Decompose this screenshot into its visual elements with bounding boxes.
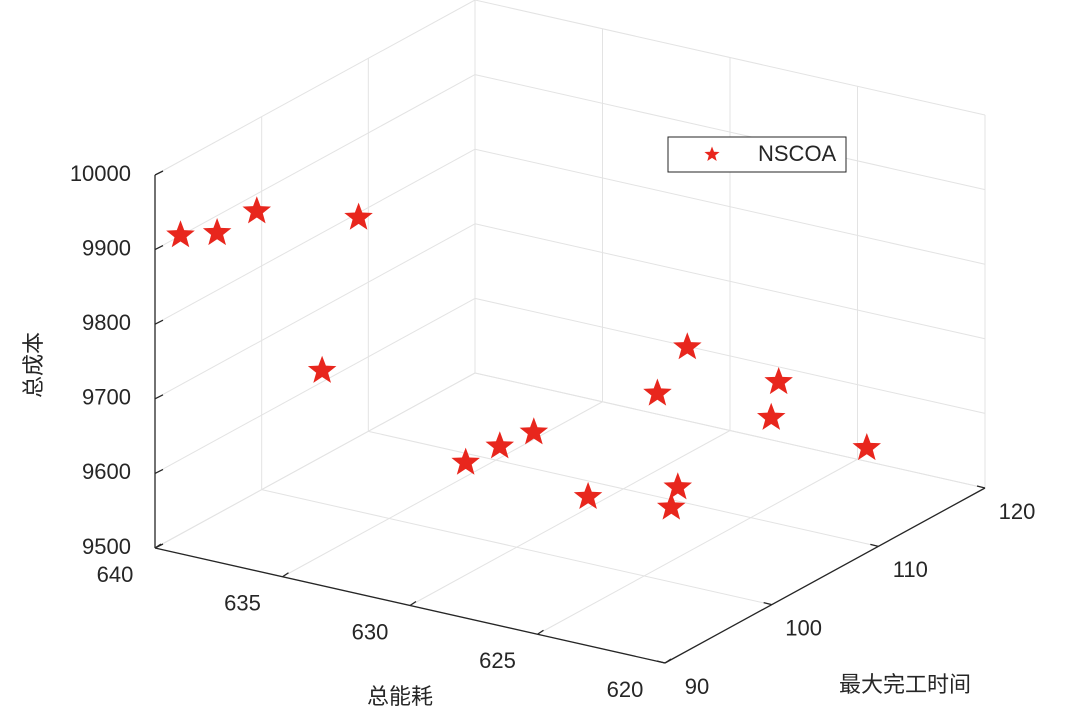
z-tick-label: 9700 (82, 385, 131, 410)
data-point (519, 417, 549, 445)
data-point (344, 202, 373, 230)
tick-mark (664, 658, 672, 664)
data-point (643, 378, 672, 406)
legend-marker (704, 146, 720, 161)
data-point (757, 402, 786, 430)
grid-line (368, 430, 879, 547)
y-tick-label: 90 (685, 674, 709, 699)
grid-line (154, 372, 476, 549)
data-point (657, 492, 686, 520)
y-tick-label: 110 (893, 557, 928, 582)
grid-line (409, 430, 731, 606)
grid-line (154, 223, 476, 400)
data-point (573, 481, 603, 509)
x-tick-label: 620 (607, 677, 644, 702)
grid-line (282, 401, 603, 578)
tick-mark (656, 660, 666, 664)
data-point (242, 196, 271, 224)
data-point (663, 472, 692, 500)
grid-line (474, 223, 986, 340)
grid-line (154, 297, 476, 474)
grid-line (474, 0, 986, 116)
legend-box (667, 136, 847, 173)
tick-mark (282, 572, 289, 578)
tick-mark (154, 319, 164, 325)
data-point (852, 433, 881, 461)
x-tick-label: 630 (352, 619, 389, 644)
grid-line (474, 297, 986, 414)
grid-line (261, 489, 772, 606)
grid-line (537, 458, 858, 635)
y-tick-label: 100 (785, 615, 822, 640)
data-point (166, 220, 195, 248)
y-tick-label: 120 (999, 499, 1036, 524)
tick-mark (409, 600, 417, 607)
x-axis-label: 总能耗 (367, 684, 433, 709)
z-tick-label: 9600 (82, 459, 131, 484)
tick-mark (154, 170, 164, 176)
z-tick-label: 9500 (82, 534, 131, 559)
axis-line (664, 487, 986, 664)
data-point (485, 431, 514, 459)
legend-label: NSCOA (758, 141, 837, 166)
data-point (307, 355, 337, 383)
grid-line (154, 148, 476, 325)
data-point (451, 447, 480, 475)
grid-line (154, 74, 476, 251)
y-axis-label: 最大完工时间 (839, 672, 971, 697)
grid-line (154, 0, 476, 176)
grid-line (474, 372, 986, 489)
tick-mark (154, 245, 164, 251)
grid-line (474, 74, 986, 191)
tick-mark (763, 602, 772, 606)
z-tick-label: 9900 (82, 235, 131, 260)
data-point (202, 218, 232, 246)
tick-mark (976, 485, 986, 489)
tick-mark (870, 543, 879, 547)
data-point (764, 367, 793, 395)
z-axis-label: 总成本 (21, 332, 46, 398)
z-tick-label: 10000 (70, 161, 131, 186)
data-point (673, 332, 702, 360)
x-tick-label: 635 (224, 591, 261, 616)
x-tick-label: 640 (97, 562, 134, 587)
tick-mark (537, 629, 544, 635)
x-tick-label: 625 (479, 648, 516, 673)
grid-line (474, 148, 986, 265)
tick-mark (154, 394, 164, 400)
tick-mark (154, 543, 164, 549)
tick-mark (154, 468, 164, 474)
z-tick-label: 9800 (82, 310, 131, 335)
